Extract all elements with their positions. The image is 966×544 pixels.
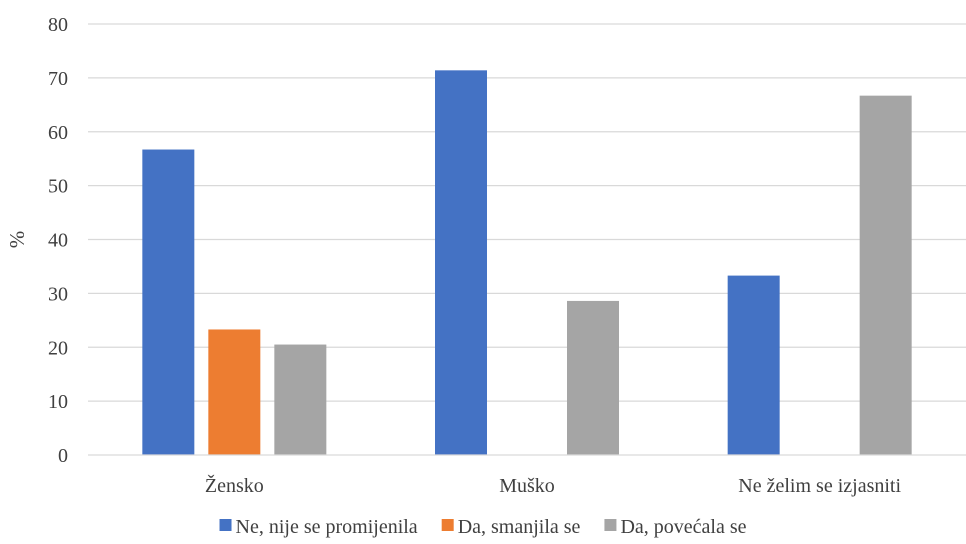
y-axis-title: % bbox=[5, 231, 29, 249]
bar-0-2 bbox=[274, 344, 327, 455]
x-category-label: Muško bbox=[499, 475, 555, 497]
y-tick-label: 60 bbox=[48, 122, 68, 144]
legend-swatch bbox=[604, 519, 617, 531]
bar-2-2 bbox=[859, 95, 912, 455]
y-tick-label: 80 bbox=[48, 14, 68, 36]
legend-label: Ne, nije se promijenila bbox=[236, 516, 418, 538]
bar-2-0 bbox=[727, 275, 780, 455]
legend-label: Da, smanjila se bbox=[458, 516, 581, 538]
y-tick-label: 20 bbox=[48, 337, 68, 359]
y-tick-label: 40 bbox=[48, 230, 68, 252]
x-axis-category-labels: Žensko Muško Ne želim se izjasniti bbox=[205, 474, 902, 497]
bar-0-1 bbox=[208, 329, 261, 455]
legend-label: Da, povećala se bbox=[620, 516, 746, 538]
y-tick-label: 70 bbox=[48, 68, 68, 90]
legend: Ne, nije se promijenila Da, smanjila se Da… bbox=[219, 516, 747, 538]
y-tick-label: 0 bbox=[58, 445, 68, 467]
y-axis-tick-labels: 0 10 20 30 40 50 60 70 80 bbox=[48, 14, 68, 467]
legend-swatch bbox=[441, 519, 454, 531]
bar-1-2 bbox=[567, 300, 619, 455]
bar-0-0 bbox=[142, 149, 195, 455]
bars bbox=[142, 70, 912, 456]
x-category-label: Ne želim se izjasniti bbox=[738, 475, 901, 497]
bar-1-0 bbox=[435, 70, 487, 456]
y-tick-label: 10 bbox=[48, 391, 68, 413]
legend-swatch bbox=[219, 519, 232, 531]
y-tick-label: 50 bbox=[48, 176, 68, 198]
x-category-label: Žensko bbox=[205, 474, 264, 497]
y-tick-label: 30 bbox=[48, 283, 68, 305]
